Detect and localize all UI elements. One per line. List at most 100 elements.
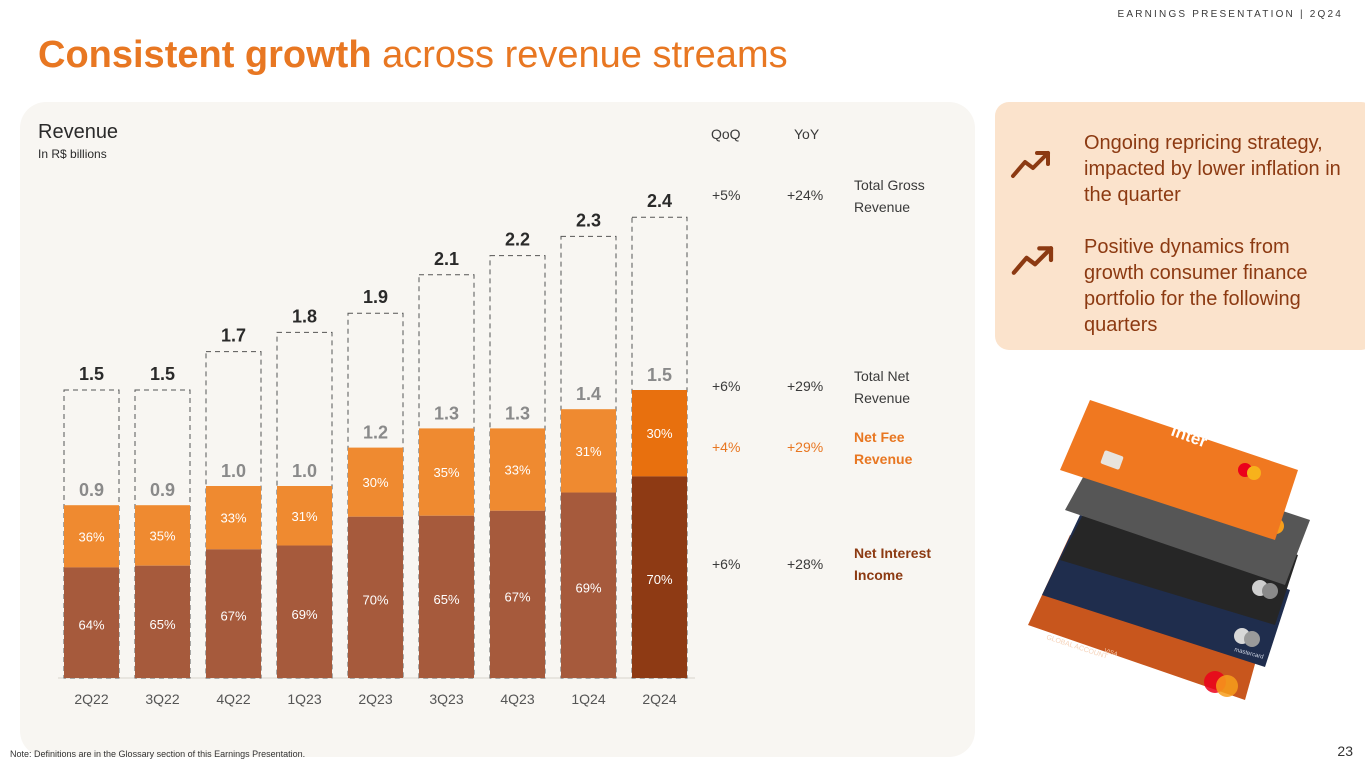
net-qoq: +6% bbox=[712, 378, 741, 394]
interest-share-label: 70% bbox=[362, 592, 388, 607]
interest-income-bar bbox=[135, 565, 190, 678]
fee-share-label: 35% bbox=[433, 465, 459, 480]
interest-income-bar bbox=[348, 516, 403, 678]
nii-label: Net Interest Income bbox=[854, 542, 964, 586]
fee-share-label: 33% bbox=[504, 463, 530, 478]
gross-total-label: 1.8 bbox=[292, 306, 317, 326]
fee-revenue-bar bbox=[419, 428, 474, 516]
title-bold: Consistent growth bbox=[38, 34, 372, 76]
net-label: Total Net Revenue bbox=[854, 365, 964, 409]
fee-revenue-bar bbox=[206, 486, 261, 550]
gross-label: Total Gross Revenue bbox=[854, 174, 964, 218]
footnote: Note: Definitions are in the Glossary se… bbox=[10, 749, 306, 759]
page-number: 23 bbox=[1337, 743, 1353, 759]
fee-label-2: Revenue bbox=[854, 451, 913, 467]
gross-total-label: 1.9 bbox=[363, 287, 388, 307]
nii-yoy: +28% bbox=[787, 556, 824, 572]
fee-qoq: +4% bbox=[712, 439, 741, 455]
trend-up-icon bbox=[1011, 246, 1054, 275]
gross-total-label: 2.1 bbox=[434, 249, 459, 269]
interest-share-label: 69% bbox=[575, 580, 601, 595]
interest-income-bar bbox=[490, 510, 545, 678]
gross-total-label: 1.7 bbox=[221, 326, 246, 346]
fee-revenue-bar bbox=[490, 428, 545, 511]
yoy-header: YoY bbox=[794, 126, 820, 142]
x-tick-label: 2Q23 bbox=[358, 691, 392, 707]
fee-revenue-bar bbox=[135, 505, 190, 566]
insights-callout bbox=[995, 102, 1365, 350]
fee-share-label: 31% bbox=[575, 444, 601, 459]
interest-share-label: 69% bbox=[291, 607, 317, 622]
revenue-bar-chart: 1.5 0.9 36% 64% 2Q22 1.5 0.9 35% 65% 3Q22 1.7 1.0 33… bbox=[58, 191, 695, 707]
fee-share-label: 33% bbox=[220, 511, 246, 526]
gross-label-2: Revenue bbox=[854, 199, 911, 215]
x-tick-label: 4Q23 bbox=[500, 691, 534, 707]
title-rest: across revenue streams bbox=[371, 34, 788, 76]
x-tick-label: 2Q24 bbox=[642, 691, 676, 707]
fee-revenue-bar bbox=[561, 409, 616, 493]
fee-yoy: +29% bbox=[787, 439, 824, 455]
callout-text-1: Ongoing repricing strategy, impacted by … bbox=[1084, 132, 1341, 206]
page-title: Consistent growth across revenue streams bbox=[38, 34, 788, 77]
net-total-label: 0.9 bbox=[150, 480, 175, 500]
net-total-label: 1.3 bbox=[505, 403, 530, 423]
x-tick-label: 3Q23 bbox=[429, 691, 463, 707]
chart-subtitle: In R$ billions bbox=[38, 147, 107, 161]
net-total-label: 1.0 bbox=[221, 461, 246, 481]
net-total-label: 1.4 bbox=[576, 384, 601, 404]
callout-text-2: Positive dynamics from growth consumer f… bbox=[1084, 236, 1308, 336]
interest-share-label: 67% bbox=[220, 609, 246, 624]
interest-share-label: 65% bbox=[433, 592, 459, 607]
x-tick-label: 2Q22 bbox=[74, 691, 108, 707]
net-total-label: 1.0 bbox=[292, 461, 317, 481]
fee-share-label: 30% bbox=[362, 475, 388, 490]
credit-cards-image: GLOBAL ACCOUNT VISA mastercard inter bbox=[1028, 400, 1310, 700]
gross-total-label: 2.3 bbox=[576, 210, 601, 230]
net-total-label: 1.3 bbox=[434, 403, 459, 423]
fee-revenue-bar bbox=[348, 447, 403, 517]
fee-share-label: 30% bbox=[646, 426, 672, 441]
fee-revenue-bar bbox=[64, 505, 119, 568]
fee-revenue-bar bbox=[632, 390, 687, 477]
gross-total-label: 2.4 bbox=[647, 191, 672, 211]
net-total-label: 1.5 bbox=[647, 365, 672, 385]
gross-total-label: 1.5 bbox=[150, 364, 175, 384]
gross-total-label: 2.2 bbox=[505, 230, 530, 250]
interest-share-label: 65% bbox=[149, 617, 175, 632]
nii-qoq: +6% bbox=[712, 556, 741, 572]
fee-revenue-bar bbox=[277, 486, 332, 546]
fee-share-label: 31% bbox=[291, 509, 317, 524]
net-total-label: 1.2 bbox=[363, 423, 388, 443]
x-tick-label: 1Q23 bbox=[287, 691, 321, 707]
fee-label: Net Fee Revenue bbox=[854, 426, 964, 470]
x-tick-label: 4Q22 bbox=[216, 691, 250, 707]
interest-share-label: 70% bbox=[646, 572, 672, 587]
interest-income-bar bbox=[277, 545, 332, 678]
chart-title: Revenue bbox=[38, 121, 119, 143]
gross-label-1: Total Gross bbox=[854, 177, 925, 193]
net-total-label: 0.9 bbox=[79, 480, 104, 500]
net-label-2: Revenue bbox=[854, 390, 911, 406]
trend-up-icon bbox=[1011, 151, 1050, 178]
fee-share-label: 36% bbox=[78, 529, 104, 544]
interest-income-bar bbox=[64, 567, 119, 678]
interest-share-label: 64% bbox=[78, 618, 104, 633]
interest-income-bar bbox=[419, 515, 474, 678]
qoq-header: QoQ bbox=[711, 126, 741, 142]
nii-label-2: Income bbox=[854, 567, 904, 583]
net-yoy: +29% bbox=[787, 378, 824, 394]
interest-income-bar bbox=[632, 476, 687, 678]
gross-yoy: +24% bbox=[787, 187, 824, 203]
gross-qoq: +5% bbox=[712, 187, 741, 203]
fee-label-1: Net Fee bbox=[854, 429, 905, 445]
interest-income-bar bbox=[561, 492, 616, 678]
presentation-tag: EARNINGS PRESENTATION | 2Q24 bbox=[1117, 9, 1343, 20]
nii-label-1: Net Interest bbox=[854, 545, 932, 561]
x-tick-label: 3Q22 bbox=[145, 691, 179, 707]
interest-share-label: 67% bbox=[504, 589, 530, 604]
x-tick-label: 1Q24 bbox=[571, 691, 605, 707]
gross-total-label: 1.5 bbox=[79, 364, 104, 384]
net-label-1: Total Net bbox=[854, 368, 910, 384]
visa-text: VISA bbox=[1103, 648, 1118, 658]
fee-share-label: 35% bbox=[149, 528, 175, 543]
